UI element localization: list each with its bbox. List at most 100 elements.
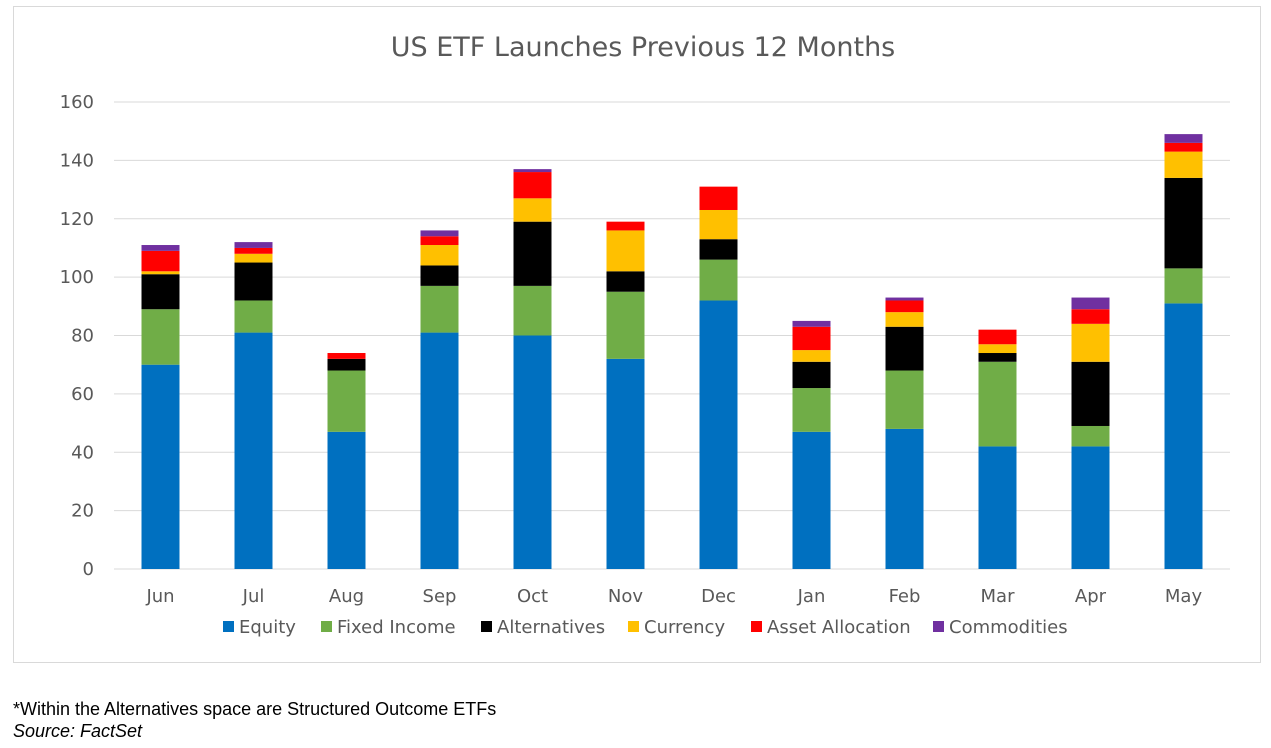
bar-segment-asset-allocation [606,221,645,231]
bar-segment-currency [978,344,1017,354]
legend-label: Asset Allocation [767,617,911,638]
gridlines [114,101,1230,570]
bar-segment-fixed-income [885,370,924,429]
stacked-bar-chart: US ETF Launches Previous 12 Months 0 20 40… [60,32,1230,638]
bar-segment-currency [420,245,459,266]
bar-segment-currency [885,312,924,327]
bars [141,134,1203,569]
bar-segment-currency [513,198,552,222]
bar-segment-commodities [420,230,459,237]
bar-segment-currency [1164,151,1203,178]
bar-segment-alternatives [885,326,924,371]
bar-segment-equity [606,358,645,569]
y-tick-label: 100 [60,267,94,288]
bar-segment-alternatives [978,353,1017,362]
x-tick-label: Dec [701,586,736,607]
bar-segment-alternatives [1071,361,1110,426]
source-note: Source: FactSet [13,721,143,741]
bar-segment-asset-allocation [885,300,924,313]
y-tick-label: 80 [71,326,94,347]
legend-label: Currency [644,617,725,638]
bar-segment-asset-allocation [978,329,1017,345]
bar-segment-currency [141,271,180,275]
bar-segment-equity [234,332,273,569]
y-tick-label: 160 [60,92,94,113]
bar-segment-fixed-income [420,285,459,333]
bar-segment-fixed-income [606,291,645,359]
y-tick-label: 0 [83,559,94,580]
bar-segment-alternatives [792,361,831,389]
legend-label: Alternatives [497,617,605,638]
x-tick-label: Oct [517,586,548,607]
bar-segment-commodities [885,297,924,301]
bar-segment-commodities [1164,134,1203,143]
bar-segment-asset-allocation [327,353,366,359]
y-tick-label: 60 [71,384,94,405]
legend-swatch [628,621,639,632]
bar-segment-commodities [141,245,180,251]
bar-segment-fixed-income [1071,425,1110,447]
bar-segment-currency [792,350,831,362]
legend-label: Commodities [949,617,1068,638]
bar-segment-commodities [513,169,552,173]
bar-segment-asset-allocation [420,236,459,246]
bar-segment-equity [513,335,552,569]
bar-segment-equity [885,428,924,569]
legend: Equity Fixed Income Alternatives Currency As… [223,617,1068,638]
bar-segment-equity [792,431,831,569]
bar-segment-asset-allocation [234,247,273,254]
bar-segment-alternatives [513,221,552,286]
bar-segment-equity [699,300,738,569]
legend-label: Fixed Income [337,617,456,638]
legend-swatch [223,621,234,632]
bar-segment-alternatives [1164,177,1203,269]
bar-segment-asset-allocation [792,326,831,351]
bar-segment-equity [978,446,1017,569]
bar-segment-asset-allocation [141,250,180,272]
x-tick-label: Feb [889,586,921,607]
x-tick-label: Jul [242,586,265,607]
x-tick-label: Jun [145,586,174,607]
x-tick-label: Aug [329,586,364,607]
x-tick-label: Apr [1075,586,1107,607]
bar-segment-fixed-income [141,309,180,365]
x-tick-label: Jan [797,586,826,607]
bar-segment-asset-allocation [513,172,552,199]
chart-area: US ETF Launches Previous 12 Months 0 20 40… [13,6,1261,663]
bar-segment-equity [141,364,180,569]
legend-swatch [751,621,762,632]
bar-segment-fixed-income [513,285,552,336]
bar-segment-fixed-income [1164,268,1203,304]
bar-segment-currency [234,253,273,263]
bar-segment-equity [1164,303,1203,569]
bar-segment-alternatives [141,274,180,310]
bar-segment-equity [1071,446,1110,569]
y-tick-label: 40 [71,442,94,463]
legend-swatch [321,621,332,632]
x-tick-label: Mar [981,586,1016,607]
legend-label: Equity [239,617,296,638]
bar-segment-alternatives [234,262,273,301]
bar-segment-fixed-income [978,361,1017,447]
bar-segment-alternatives [420,265,459,286]
legend-swatch [481,621,492,632]
legend-swatch [933,621,944,632]
bar-segment-commodities [792,320,831,327]
bar-segment-currency [699,209,738,240]
bar-segment-asset-allocation [699,186,738,210]
y-axis-ticks: 0 20 40 60 80 100 120 140 160 [60,92,94,580]
bar-segment-currency [1071,323,1110,362]
bar-segment-equity [420,332,459,569]
bar-segment-fixed-income [234,300,273,333]
x-tick-label: Sep [423,586,457,607]
y-tick-label: 120 [60,209,94,230]
x-axis-ticks: Jun Jul Aug Sep Oct Nov Dec Jan Feb Mar Apr May [145,586,1202,607]
bar-segment-asset-allocation [1164,142,1203,152]
chart-title: US ETF Launches Previous 12 Months [391,32,896,63]
y-tick-label: 140 [60,150,94,171]
footnote: *Within the Alternatives space are Struc… [13,699,497,719]
y-tick-label: 20 [71,501,94,522]
bar-segment-currency [606,230,645,272]
bar-segment-equity [327,431,366,569]
x-tick-label: May [1165,586,1203,607]
